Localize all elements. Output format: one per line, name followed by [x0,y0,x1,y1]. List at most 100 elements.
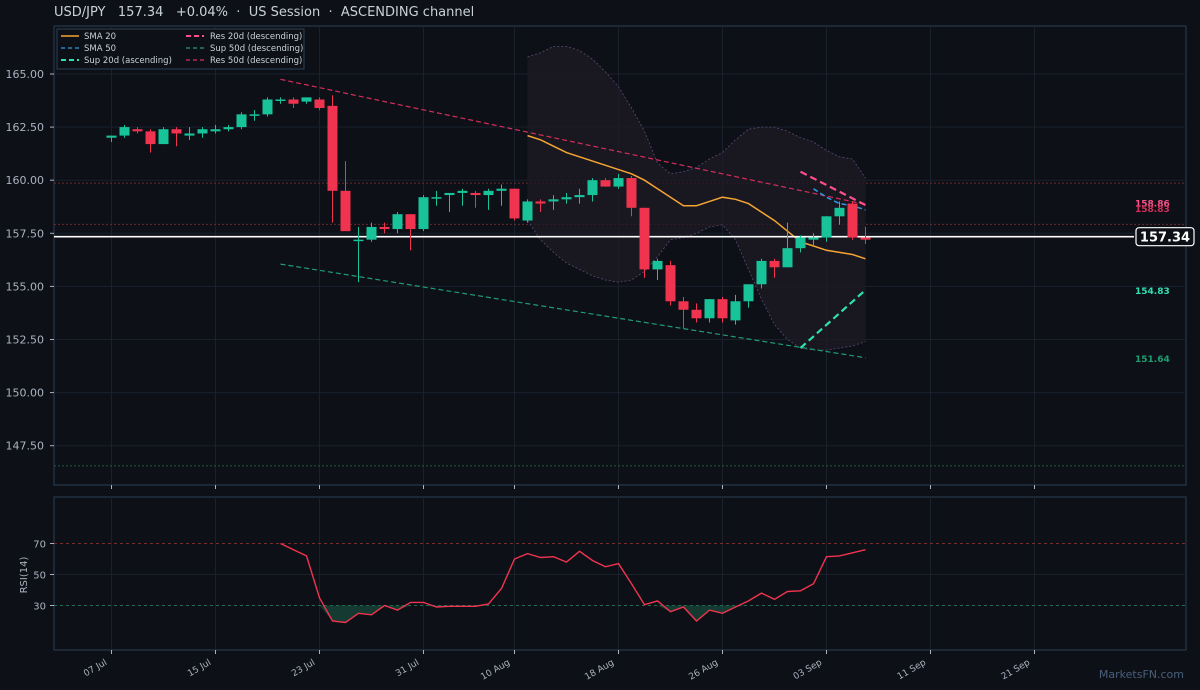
legend-label-sup50: Sup 50d (descending) [210,44,303,54]
candle-up [756,260,767,285]
x-tick-label: 18 Aug [583,658,616,683]
candle-up [184,133,195,136]
price-label: 157.34 [117,5,164,20]
candle-down [132,129,143,132]
candle-up [106,135,117,138]
candle-up [782,248,793,268]
candle-up [834,207,845,217]
candle-down [314,99,325,108]
candle-up [210,129,221,132]
candle-up [704,299,715,319]
rsi-axis-label: RSI(14) [19,557,30,594]
candle-down [769,260,780,268]
legend-label-sup20: Sup 20d (ascending) [84,56,172,66]
candle-up [301,97,312,102]
candle-up [366,226,377,240]
y-tick-label: 152.50 [6,334,45,347]
y-tick-label: 157.50 [6,227,45,240]
legend: SMA 20 SMA 50 Sup 20d (ascending) Res 20… [56,28,305,70]
candle-up [574,195,585,198]
candle-down [405,214,416,230]
x-tick-label: 15 Jul [186,658,213,679]
legend-label-res50: Res 50d (descending) [210,56,302,66]
rsi-oversold-fill [696,605,710,621]
sup50-line [280,263,866,359]
legend-label-res20: Res 20d (descending) [210,32,302,42]
legend-label-sma50: SMA 50 [84,44,116,54]
candle-up [613,178,624,187]
candle-up [119,127,130,136]
rsi-series [54,542,1186,624]
candle-up [587,180,598,196]
session-label: US Session [248,5,321,20]
rsi-y-tick-label: 70 [33,540,46,551]
rsi-y-tick-label: 50 [33,571,46,582]
bollinger-upper-line [527,46,866,179]
bollinger-lower-line [527,220,866,351]
rsi-oversold-fill [709,605,723,614]
candle-down [600,180,611,187]
x-tick-label: 26 Aug [687,658,720,683]
x-tick-label: 10 Aug [479,658,512,683]
rsi-line [280,542,866,624]
level-price-label: 151.64 [1135,355,1170,365]
candle-up [236,114,247,128]
candle-down [847,203,858,238]
candle-up [652,260,663,270]
candle-up [392,214,403,230]
candle-up [496,188,507,191]
candle-up [275,99,286,101]
candle-up [353,239,364,242]
symbol-label: USD/JPY [54,5,106,20]
bollinger-band [527,46,866,351]
candle-down [470,192,481,196]
candle-up [249,114,260,116]
candle-up [743,284,754,302]
candle-up [431,197,442,199]
rsi-oversold-fill [358,605,372,615]
rsi-oversold-fill [345,605,359,623]
candle-up [223,127,234,130]
x-tick-label: 23 Jul [290,658,317,679]
candle-down [509,188,520,219]
candle-down [145,131,156,145]
change-label: +0.04% [175,5,229,20]
y-tick-label: 160.00 [6,174,45,187]
candle-up [444,192,455,196]
rsi-panel [53,496,1187,651]
res50-line [280,78,866,206]
rsi-oversold-fill [319,605,333,621]
res20-line [799,170,867,207]
rsi-oversold-fill [657,605,671,612]
candle-up [197,129,208,134]
x-tick-label: 11 Sep [896,658,928,682]
level-price-label: 158.86 [1135,199,1170,209]
candle-down [171,129,182,134]
indicator-lines [54,78,1134,359]
y-tick-label: 165.00 [6,68,45,81]
last-price-label: 157.34 [1140,231,1190,246]
candle-up [158,129,169,145]
candle-down [340,190,351,232]
sma20-line [527,134,866,260]
candle-down [535,201,546,204]
candle-up [561,197,572,200]
candle-up [522,201,533,221]
candle-down [860,237,871,240]
y-tick-label: 155.00 [6,280,45,293]
level-price-label: 158.83 [1135,205,1170,215]
candle-up [548,199,559,202]
candle-up [821,216,832,238]
candle-down [678,301,689,310]
channel-label: ASCENDING channel [340,5,475,20]
candle-down [379,226,390,230]
sup20-line [799,289,867,349]
rsi-oversold-fill [397,605,411,611]
candle-down [691,309,702,319]
last-price-badge [1135,227,1195,247]
candle-down [639,207,650,270]
candle-down [665,265,676,302]
